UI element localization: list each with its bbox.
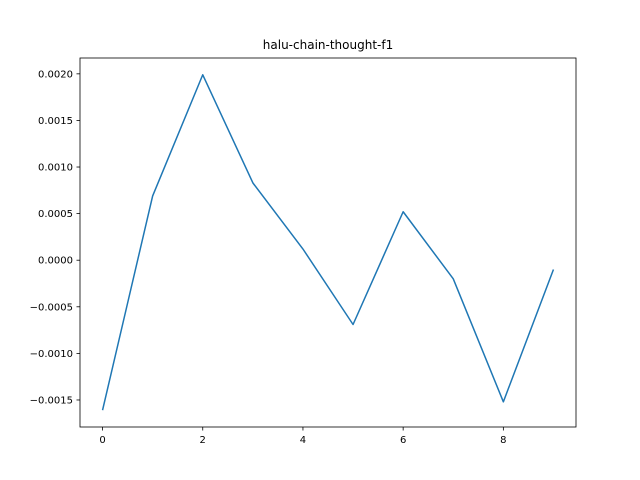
plot-frame bbox=[79, 57, 577, 428]
y-axis: −0.0015 −0.0010 −0.0005 0.0000 0.0005 0.0010 0… bbox=[30, 69, 80, 406]
x-tick-label: 4 bbox=[300, 435, 306, 446]
plot-series bbox=[101, 74, 555, 411]
series-line-0 bbox=[101, 74, 555, 411]
x-tick-label: 2 bbox=[200, 435, 206, 446]
y-tick-label: −0.0010 bbox=[30, 349, 73, 360]
y-tick-label: 0.0015 bbox=[38, 116, 73, 127]
y-tick-label: 0.0005 bbox=[38, 209, 73, 220]
y-tick-label: 0.0010 bbox=[38, 163, 73, 174]
x-tick-label: 6 bbox=[400, 435, 406, 446]
x-tick-label: 0 bbox=[99, 435, 105, 446]
chart-title: halu-chain-thought-f1 bbox=[263, 38, 393, 52]
y-tick-label: −0.0005 bbox=[30, 302, 73, 313]
y-tick-label: 0.0020 bbox=[38, 69, 73, 80]
y-tick-label: 0.0000 bbox=[38, 256, 73, 267]
y-tick-label: −0.0015 bbox=[30, 395, 73, 406]
x-axis: 0 2 4 6 8 bbox=[99, 427, 507, 446]
x-tick-label: 8 bbox=[500, 435, 506, 446]
